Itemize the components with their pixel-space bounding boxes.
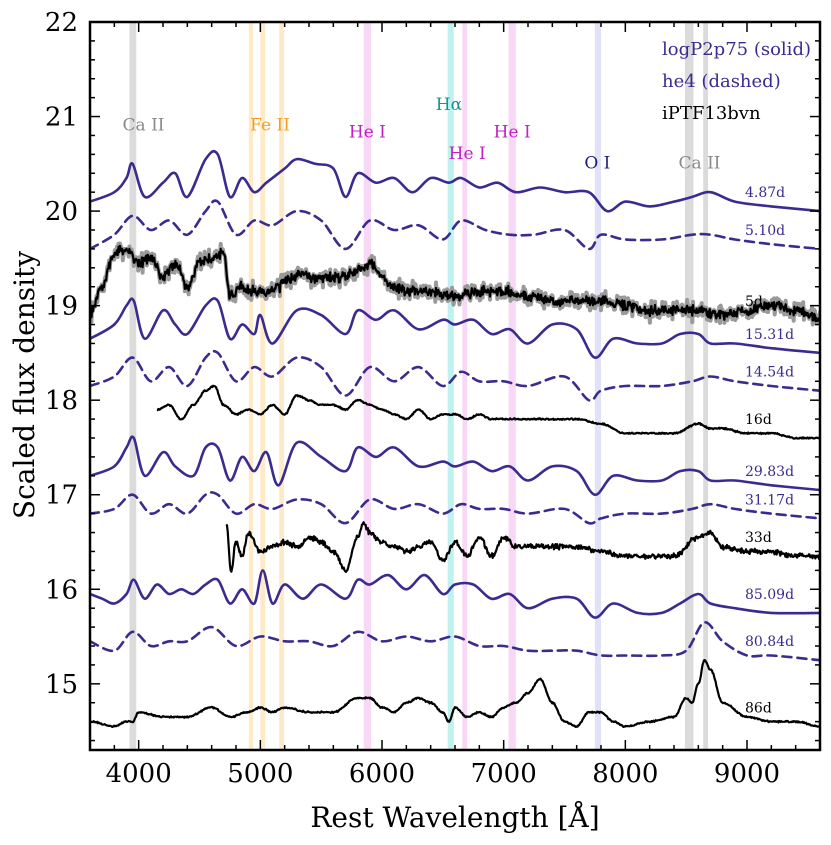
line-id-labels: Ca II Fe II He I Hα He I He I O I Ca II xyxy=(123,95,721,174)
y-tick-label-20: 20 xyxy=(45,197,78,227)
y-tick-label-21: 21 xyxy=(45,103,78,133)
line-label-he-i: He I xyxy=(494,122,531,142)
plot-frame xyxy=(88,20,822,752)
line-id-bands xyxy=(129,22,709,750)
series-logp2p75-85-09d xyxy=(90,569,820,619)
x-tick-label-4000: 4000 xyxy=(106,759,172,789)
phase-label-29-83d: 29.83d xyxy=(745,464,794,480)
phase-label-33d: 33d xyxy=(745,530,772,546)
phase-label-5-10d: 5.10d xyxy=(745,223,785,239)
series-iptf13bvn-5d xyxy=(90,241,820,327)
y-tick-label-18: 18 xyxy=(45,386,78,416)
band-ca-ii-7-1 xyxy=(703,22,709,750)
band-he-i-4-0 xyxy=(462,22,468,750)
band-fe-ii-1-2 xyxy=(279,22,285,750)
y-axis-label: Scaled flux density xyxy=(8,251,41,519)
line-label-fe-ii: Fe II xyxy=(250,116,290,136)
series-he4-5-10d xyxy=(90,199,820,251)
line-label-o-i: O I xyxy=(584,154,610,174)
legend-entry-0: logP2p75 (solid) xyxy=(662,39,811,60)
line-label-he-i: He I xyxy=(449,144,486,164)
band-ca-ii-7-0 xyxy=(684,22,694,750)
x-tick-label-9000: 9000 xyxy=(714,759,780,789)
phase-label-86d: 86d xyxy=(745,700,772,716)
x-tick-label-8000: 8000 xyxy=(592,759,658,789)
series-he4-5-10d-line xyxy=(90,199,820,251)
series-logp2p75-15-31d xyxy=(90,297,820,359)
band-halpha-3-0 xyxy=(447,22,454,750)
series-iptf13bvn-86d-line xyxy=(90,658,820,729)
series-logp2p75-85-09d-line xyxy=(90,569,820,619)
series-iptf13bvn-16d xyxy=(156,384,820,440)
phase-label-16d: 16d xyxy=(745,412,772,428)
legend: logP2p75 (solid) he4 (dashed) iPTF13bvn xyxy=(662,39,811,124)
series-iptf13bvn-5d-line xyxy=(90,244,820,323)
series-logp2p75-29-83d xyxy=(90,435,820,496)
y-tick-label-19: 19 xyxy=(45,292,78,322)
band-fe-ii-1-0 xyxy=(248,22,254,750)
band-he-i-5-0 xyxy=(508,22,516,750)
y-tick-label-16: 16 xyxy=(45,575,78,605)
phase-label-80-84d: 80.84d xyxy=(745,634,794,650)
x-axis-label: Rest Wavelength [Å] xyxy=(310,801,599,834)
phase-label-4-87d: 4.87d xyxy=(745,185,785,201)
spectra-series xyxy=(90,149,820,729)
y-tick-label-17: 17 xyxy=(45,481,78,511)
line-label-he-i: He I xyxy=(349,122,386,142)
series-he4-14-54d xyxy=(90,349,820,402)
series-iptf13bvn-33d-line xyxy=(225,521,820,573)
y-tick-label-22: 22 xyxy=(45,8,78,38)
series-logp2p75-4-87d-line xyxy=(90,149,820,213)
axes: 4000 5000 6000 7000 8000 9000 15 16 17 18 19 20 21 22 xyxy=(45,8,822,789)
line-label-ca-ii: Ca II xyxy=(123,116,165,136)
phase-label-5d: 5d xyxy=(745,294,763,310)
series-he4-31-17d-line xyxy=(90,491,820,525)
x-tick-label-5000: 5000 xyxy=(227,759,293,789)
line-label-halpha: Hα xyxy=(436,95,463,115)
legend-entry-2: iPTF13bvn xyxy=(662,103,761,124)
y-tick-label-15: 15 xyxy=(45,670,78,700)
phase-label-85-09d: 85.09d xyxy=(745,587,794,603)
series-iptf13bvn-16d-line xyxy=(156,384,820,440)
band-fe-ii-1-1 xyxy=(260,22,266,750)
series-he4-14-54d-line xyxy=(90,349,820,402)
line-label-ca-ii: Ca II xyxy=(679,154,721,174)
x-tick-label-7000: 7000 xyxy=(471,759,537,789)
band-he-i-2-0 xyxy=(363,22,372,750)
phase-label-14-54d: 14.54d xyxy=(745,365,794,381)
band-ca-ii-0-0 xyxy=(129,22,137,750)
series-logp2p75-4-87d xyxy=(90,149,820,213)
series-iptf13bvn-33d xyxy=(225,521,820,573)
band-o-i-6-0 xyxy=(594,22,601,750)
phase-label-15-31d: 15.31d xyxy=(745,327,794,343)
series-logp2p75-29-83d-line xyxy=(90,435,820,496)
phase-labels: 4.87d 5.10d 5d 15.31d 14.54d 16d 29.83d 31.17d 3… xyxy=(745,185,794,716)
series-he4-80-84d xyxy=(90,621,820,662)
series-he4-31-17d xyxy=(90,491,820,525)
series-logp2p75-15-31d-line xyxy=(90,297,820,359)
phase-label-31-17d: 31.17d xyxy=(745,492,794,508)
series-he4-80-84d-line xyxy=(90,621,820,662)
series-iptf13bvn-86d xyxy=(90,658,820,729)
legend-entry-1: he4 (dashed) xyxy=(662,71,781,92)
x-tick-label-6000: 6000 xyxy=(349,759,415,789)
